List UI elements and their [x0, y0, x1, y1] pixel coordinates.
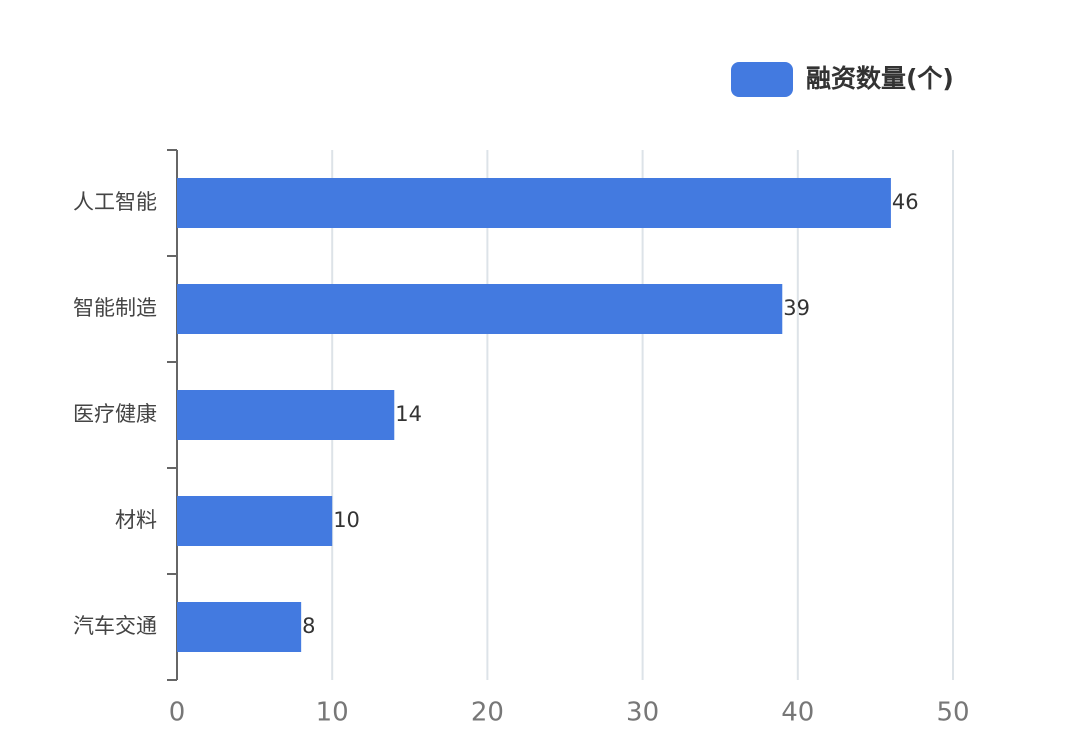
- y-tick-label: 智能制造: [73, 296, 157, 320]
- y-tick-label: 人工智能: [73, 190, 157, 214]
- value-label: 8: [302, 614, 315, 638]
- y-tick-label: 汽车交通: [73, 614, 157, 638]
- bar: [177, 390, 395, 440]
- y-tick-label: 医疗健康: [73, 402, 157, 426]
- bar: [177, 284, 783, 334]
- y-tick-label: 材料: [115, 508, 157, 532]
- legend-swatch: [731, 62, 793, 97]
- bar: [177, 602, 302, 652]
- x-tick-label: 20: [471, 698, 504, 728]
- value-label: 10: [333, 508, 360, 532]
- bar: [177, 496, 333, 546]
- bar: [177, 178, 891, 228]
- x-tick-label: 10: [316, 698, 349, 728]
- x-tick-label: 0: [169, 698, 186, 728]
- x-tick-label: 50: [936, 698, 969, 728]
- value-label: 46: [892, 190, 919, 214]
- x-tick-label: 30: [626, 698, 659, 728]
- x-tick-label: 40: [781, 698, 814, 728]
- value-label: 39: [783, 296, 810, 320]
- legend-label: 融资数量(个): [806, 64, 954, 93]
- value-label: 14: [395, 402, 422, 426]
